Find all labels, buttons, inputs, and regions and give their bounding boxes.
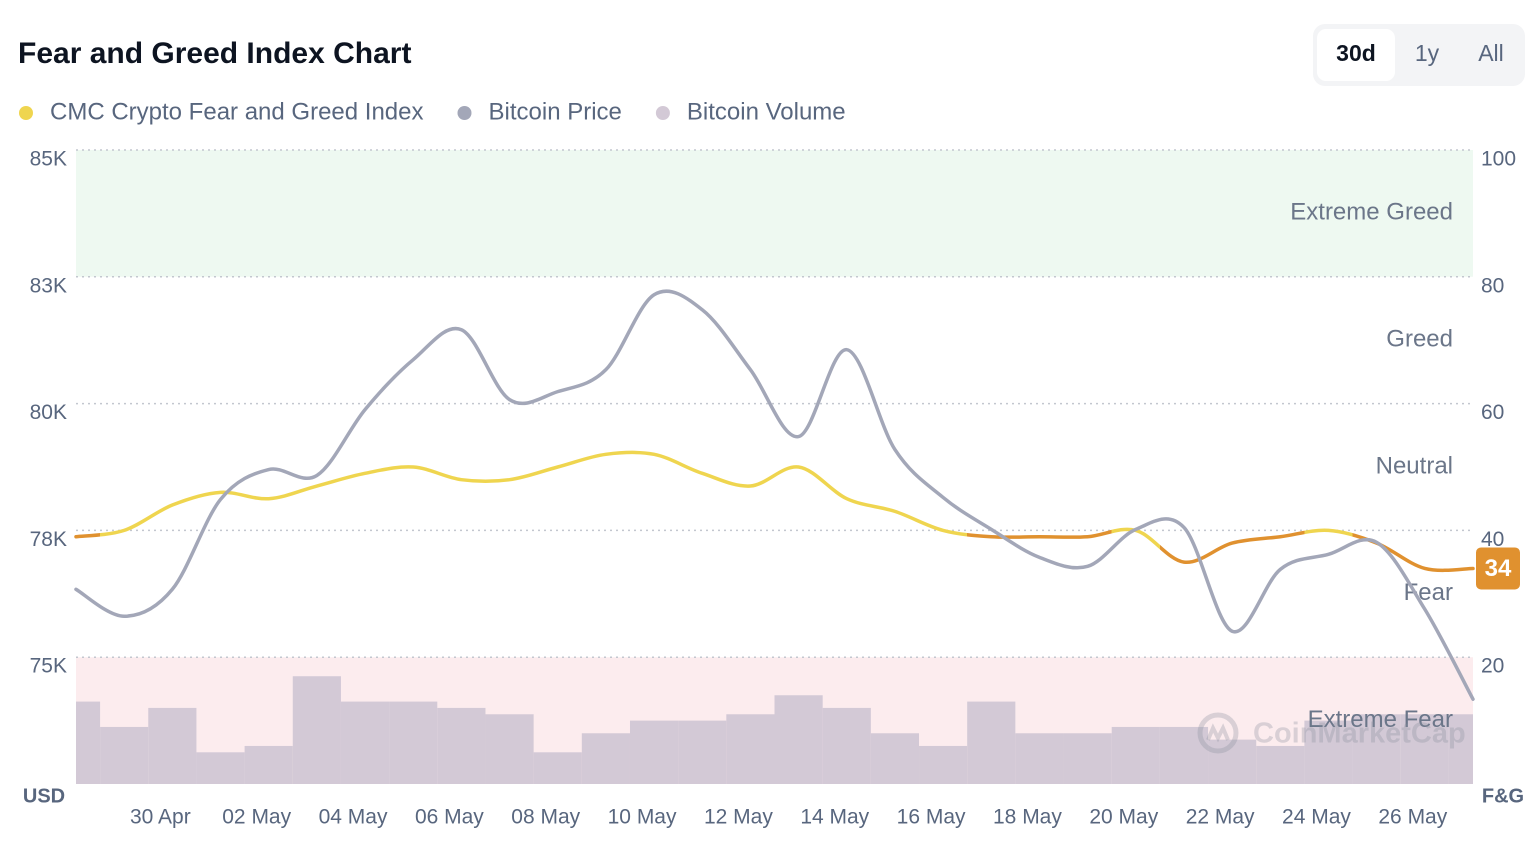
zone-label: Fear [1404, 579, 1453, 606]
x-tick-label: 26 May [1378, 806, 1447, 829]
volume-bar [1304, 720, 1353, 784]
watermark: CoinMarketCap [1197, 712, 1466, 754]
volume-bar [389, 701, 438, 784]
x-tick-label: 30 Apr [130, 806, 191, 829]
volume-bar [76, 701, 101, 784]
volume-bar [726, 714, 775, 784]
volume-bar [437, 707, 486, 784]
x-tick-label: 04 May [319, 806, 388, 829]
x-tick-label: 20 May [1089, 806, 1158, 829]
current-value-badge [1476, 547, 1520, 590]
volume-bar [148, 707, 197, 784]
range-button[interactable]: 1y [1415, 40, 1440, 66]
x-tick-label: 14 May [800, 806, 869, 829]
chart-title: Fear and Greed Index Chart [18, 37, 411, 70]
volume-bar [1208, 739, 1257, 784]
volume-bar [533, 752, 582, 784]
x-tick-label: 08 May [511, 806, 580, 829]
volume-bar [967, 701, 1016, 784]
x-tick-label: 02 May [222, 806, 291, 829]
volume-bar [1015, 733, 1064, 784]
volume-bar [196, 752, 245, 784]
y-tick-label: 78K [30, 528, 67, 551]
range-button[interactable]: 30d [1317, 29, 1395, 81]
x-tick-label: 18 May [993, 806, 1062, 829]
legend-dot [19, 106, 33, 120]
range-button-bg[interactable] [1317, 29, 1395, 81]
range-button-label[interactable]: 1y [1415, 40, 1440, 66]
y2-tick-label: 60 [1481, 401, 1504, 424]
volume-bar [1063, 733, 1112, 784]
volume-bar [292, 676, 341, 784]
legend-dot [655, 106, 670, 120]
y-tick-label: 75K [30, 655, 67, 678]
volume-bar [340, 701, 390, 784]
y2-tick-label: 80 [1481, 274, 1504, 297]
y-tick-label: 80K [30, 401, 67, 424]
watermark-text: CoinMarketCap [1253, 718, 1466, 750]
volume-bar [244, 745, 293, 784]
zone-label: Neutral [1376, 452, 1453, 479]
y-tick-label: 85K [30, 148, 67, 171]
y-tick-label: 83K [30, 274, 67, 297]
x-tick-label: 12 May [704, 806, 773, 829]
zone-label: Extreme Fear [1308, 706, 1453, 733]
volume-bar [774, 695, 823, 784]
y-axis-label: USD [23, 785, 65, 807]
x-tick-label: 22 May [1186, 806, 1255, 829]
volume-bar [678, 720, 727, 784]
volume-bar [485, 714, 534, 784]
range-button[interactable]: All [1478, 40, 1504, 66]
current-value-label: 34 [1485, 555, 1512, 582]
volume-bar [822, 707, 871, 784]
volume-bar [581, 733, 630, 784]
volume-bar [1352, 714, 1401, 784]
volume-bar [1256, 745, 1305, 784]
y2-tick-label: 100 [1481, 148, 1516, 171]
x-tick-label: 24 May [1282, 806, 1351, 829]
x-tick-label: 06 May [415, 806, 484, 829]
y2-tick-label: 20 [1481, 655, 1504, 678]
range-button-label[interactable]: 30d [1336, 40, 1376, 66]
volume-bar [629, 720, 679, 784]
legend-label: CMC Crypto Fear and Greed Index [50, 98, 424, 125]
range-button-label[interactable]: All [1478, 40, 1504, 66]
legend-dot [457, 106, 472, 120]
zone-label: Extreme Greed [1290, 199, 1453, 226]
zone-band [76, 150, 1473, 277]
volume-bar [100, 726, 149, 784]
zone-label: Greed [1386, 326, 1453, 353]
series-line [74, 289, 1475, 701]
volume-bar [919, 745, 968, 784]
volume-bar [1400, 714, 1449, 784]
y2-axis-label: F&G [1482, 785, 1524, 807]
volume-bar [1448, 714, 1473, 784]
y2-tick-label: 40 [1481, 528, 1504, 551]
series-line [74, 450, 1475, 573]
volume-bar [870, 733, 920, 784]
volume-bar [1111, 726, 1160, 784]
legend-label: Bitcoin Price [489, 98, 622, 125]
x-tick-label: 10 May [608, 806, 677, 829]
x-tick-label: 16 May [897, 806, 966, 829]
legend-label: Bitcoin Volume [687, 98, 846, 125]
volume-bar [1159, 726, 1209, 784]
